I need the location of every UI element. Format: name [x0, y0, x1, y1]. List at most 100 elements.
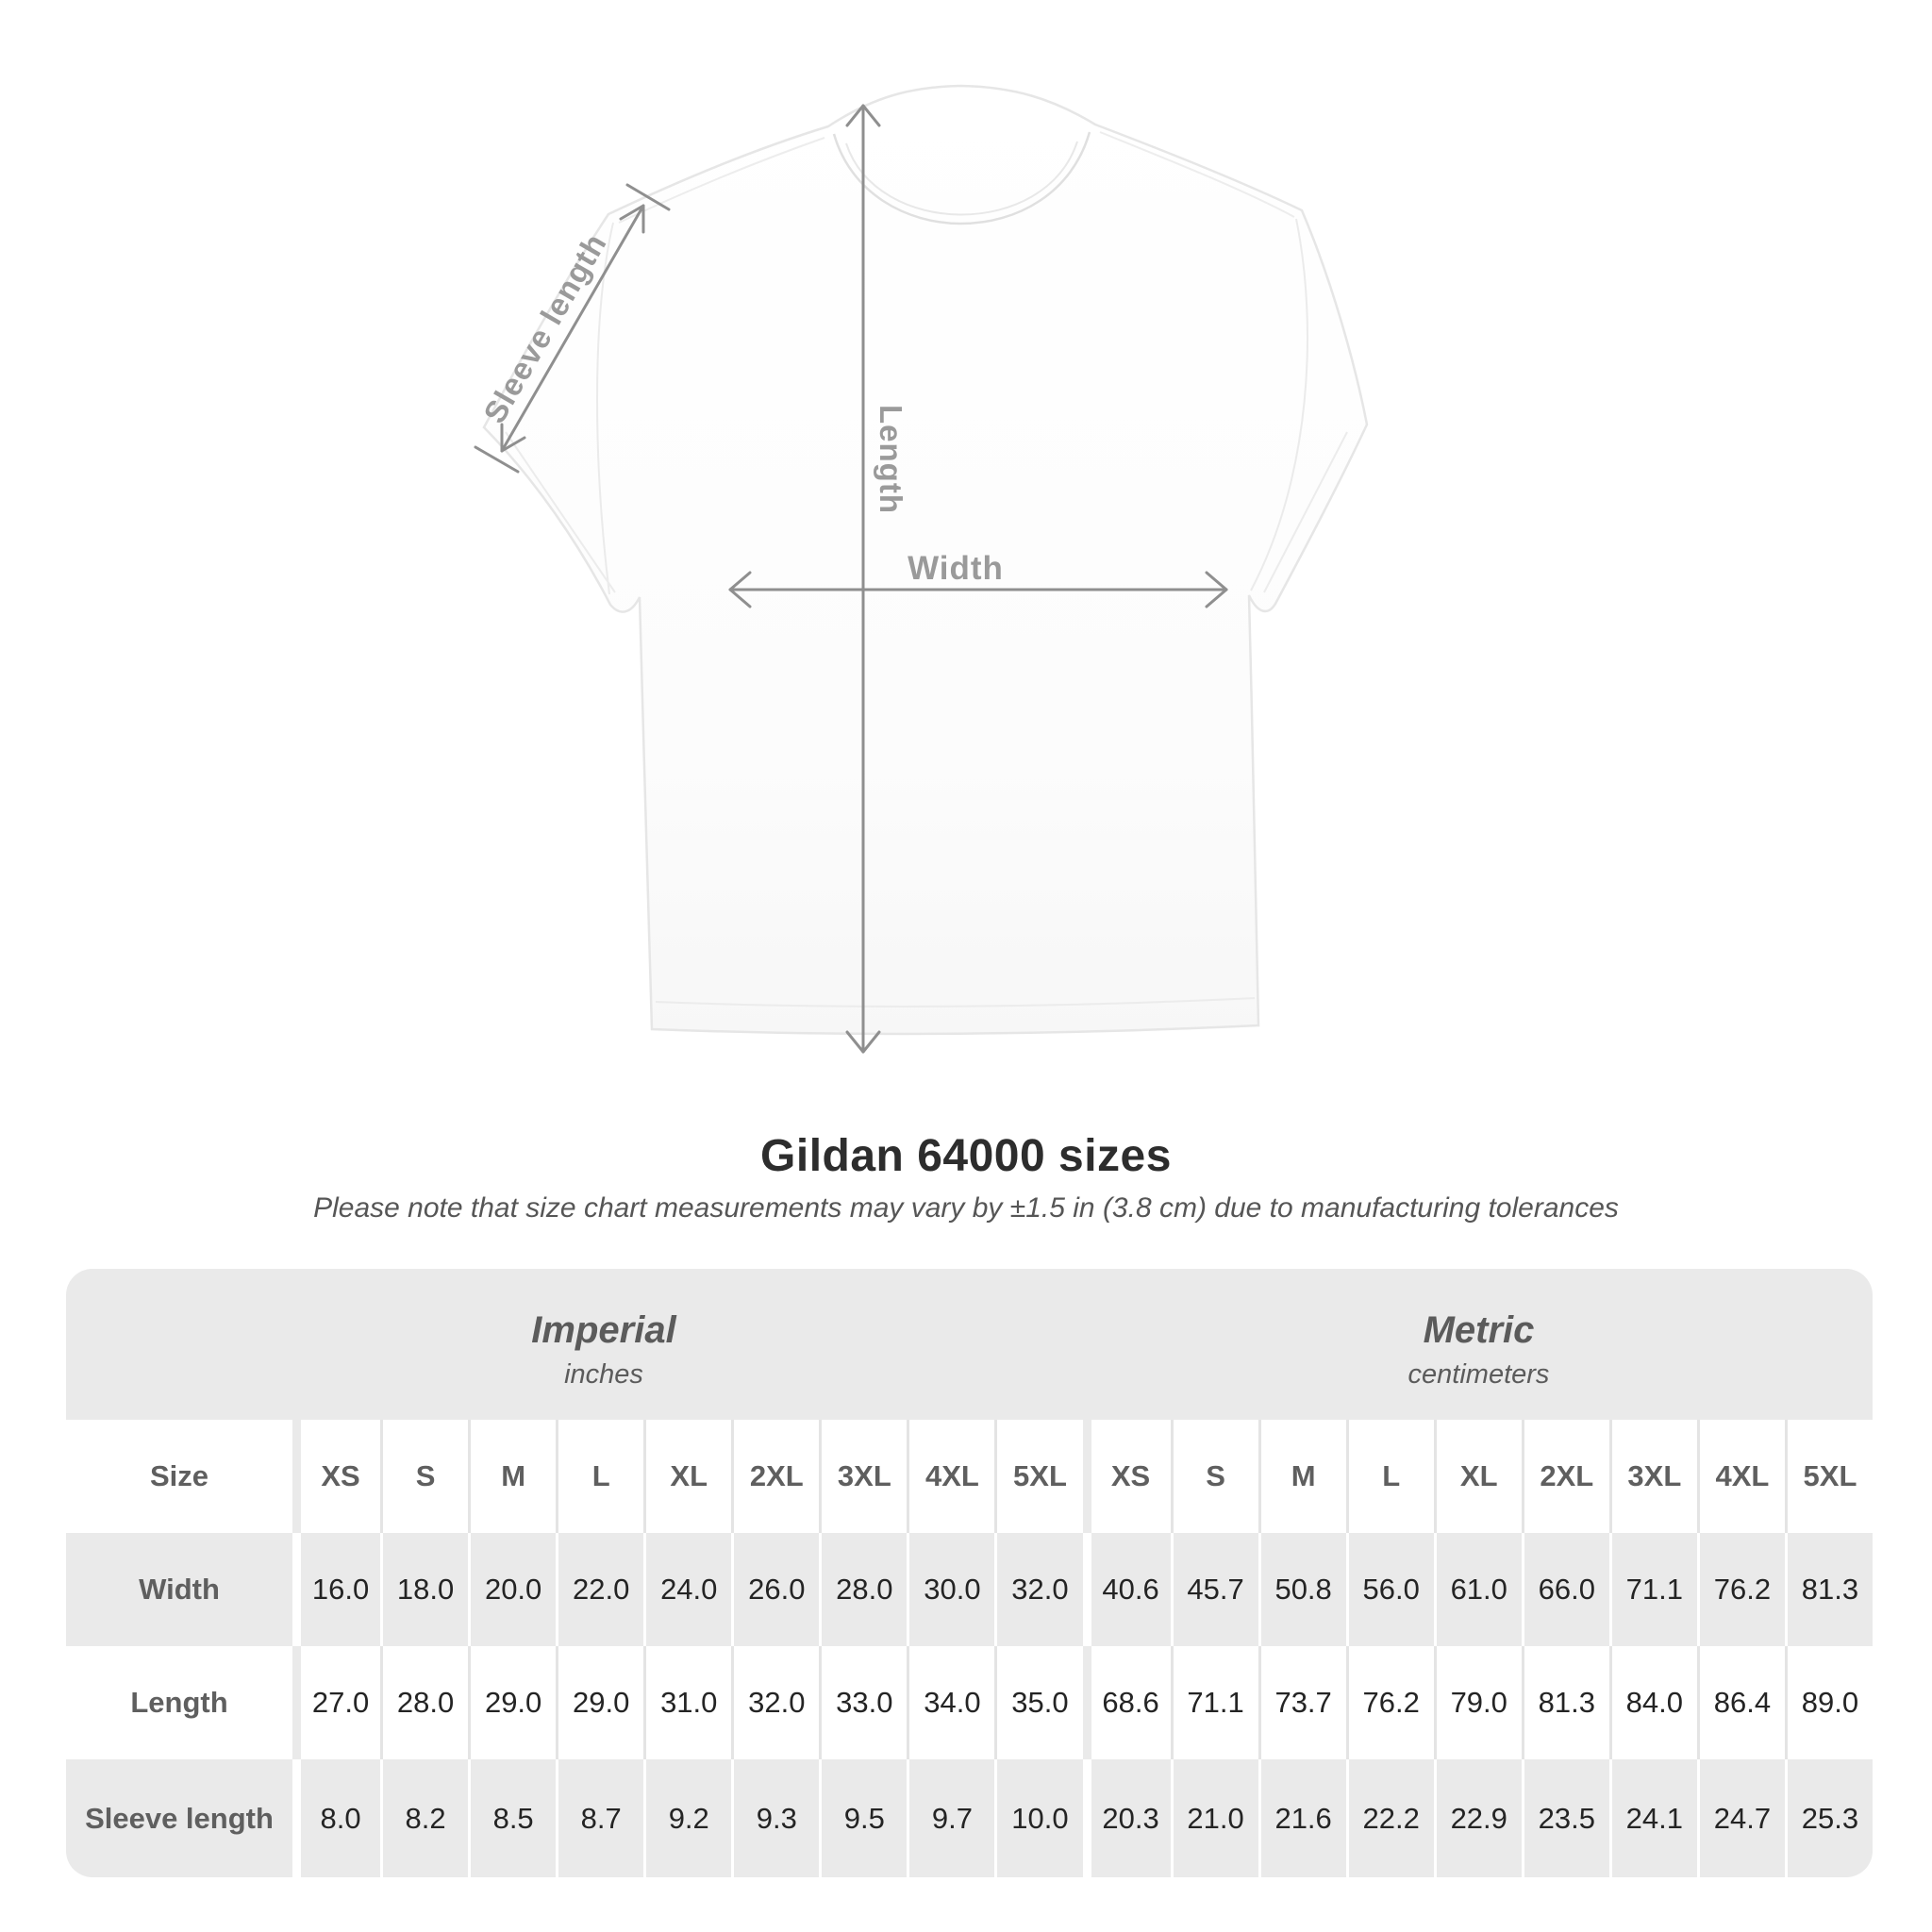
length-label: Length [874, 405, 908, 514]
size-col-header-imperial-4xl: 4XL [907, 1420, 994, 1533]
measurement-value-metric: 24.7 [1696, 1759, 1785, 1877]
width-arrowhead-left [728, 571, 752, 608]
tshirt-body [482, 84, 1369, 1036]
sleeve-arrowhead-bottom [500, 423, 526, 453]
measurement-value-metric: 76.2 [1696, 1533, 1785, 1646]
measurement-value-imperial: 28.0 [380, 1646, 468, 1759]
measurement-row-width: Width 16.0 18.0 20.0 22.0 24.0 26.0 28.0 30.0 32.… [66, 1533, 1873, 1646]
measurement-value-imperial: 8.5 [468, 1759, 556, 1877]
measurement-value-imperial: 24.0 [643, 1533, 731, 1646]
width-label: Width [908, 550, 1004, 587]
measurement-value-metric: 71.1 [1608, 1533, 1697, 1646]
measurement-row-label: Length [130, 1686, 228, 1719]
measurement-value-imperial: 8.2 [380, 1759, 468, 1877]
sleeve-end-tick-top [625, 183, 671, 211]
measurement-value-imperial: 9.3 [731, 1759, 819, 1877]
size-col-header-metric-4xl: 4XL [1696, 1420, 1785, 1533]
measurement-value-metric: 76.2 [1345, 1646, 1434, 1759]
measurement-value-imperial: 9.7 [907, 1759, 994, 1877]
measurement-value-imperial: 32.0 [994, 1533, 1082, 1646]
imperial-group-unit: inches [564, 1359, 643, 1390]
size-col-header-imperial-m: M [468, 1420, 556, 1533]
size-col-header-imperial-l: L [556, 1420, 643, 1533]
measurement-value-metric: 22.9 [1433, 1759, 1522, 1877]
size-col-header-metric-2xl: 2XL [1521, 1420, 1609, 1533]
sleeve-end-tick-bottom [474, 445, 520, 474]
size-header-cell: Size [149, 1459, 209, 1492]
measurement-value-imperial: 29.0 [468, 1646, 556, 1759]
measurement-value-imperial: 34.0 [907, 1646, 994, 1759]
size-col-header-metric-s: S [1170, 1420, 1258, 1533]
size-table-rows: Size XS S M L XL 2XL 3XL 4XL 5XL XS S M L XL 2XL 3XL 4XL 5… [66, 1420, 1873, 1877]
measurement-row-label: Sleeve length [85, 1801, 274, 1835]
measurement-value-metric: 24.1 [1608, 1759, 1697, 1877]
measurement-arrows [474, 104, 1228, 1054]
size-col-header-imperial-s: S [380, 1420, 468, 1533]
measurement-row-label: Width [139, 1573, 220, 1606]
measurement-value-metric: 81.3 [1784, 1533, 1873, 1646]
size-col-header-metric-3xl: 3XL [1608, 1420, 1697, 1533]
measurement-value-imperial: 28.0 [819, 1533, 907, 1646]
measurement-value-metric: 61.0 [1433, 1533, 1522, 1646]
measurement-value-metric: 66.0 [1521, 1533, 1609, 1646]
size-col-header-imperial-3xl: 3XL [819, 1420, 907, 1533]
tshirt-diagram: Sleeve length Length Width [474, 84, 1369, 1054]
measurement-value-imperial: 8.0 [292, 1759, 380, 1877]
measurement-value-metric: 86.4 [1696, 1646, 1785, 1759]
measurement-value-metric: 22.2 [1345, 1759, 1434, 1877]
measurement-value-metric: 25.3 [1784, 1759, 1873, 1877]
measurement-value-metric: 81.3 [1521, 1646, 1609, 1759]
sleeve-arrow-line [500, 204, 645, 453]
size-col-header-imperial-xl: XL [643, 1420, 731, 1533]
page-title: Gildan 64000 sizes [760, 1131, 1172, 1181]
size-col-header-metric-xl: XL [1433, 1420, 1522, 1533]
size-col-header-imperial-5xl: 5XL [994, 1420, 1082, 1533]
measurement-row-length: Length 27.0 28.0 29.0 29.0 31.0 32.0 33.0 34.0 35… [66, 1646, 1873, 1759]
size-col-header-imperial-xs: XS [292, 1420, 380, 1533]
metric-group-unit: centimeters [1407, 1359, 1550, 1390]
metric-group-header: Metric centimeters [1085, 1269, 1873, 1420]
metric-group-label: Metric [1423, 1309, 1535, 1351]
measurement-value-metric: 50.8 [1257, 1533, 1346, 1646]
measurement-value-imperial: 32.0 [731, 1646, 819, 1759]
measurement-value-metric: 56.0 [1345, 1533, 1434, 1646]
length-arrowhead-top [845, 104, 881, 127]
measurement-value-imperial: 8.7 [556, 1759, 643, 1877]
measurement-value-imperial: 35.0 [994, 1646, 1082, 1759]
imperial-group-header: Imperial inches [66, 1269, 1085, 1420]
size-col-header-metric-5xl: 5XL [1784, 1420, 1873, 1533]
measurement-value-imperial: 18.0 [380, 1533, 468, 1646]
measurement-value-imperial: 22.0 [556, 1533, 643, 1646]
measurement-value-imperial: 16.0 [292, 1533, 380, 1646]
measurement-value-imperial: 9.2 [643, 1759, 731, 1877]
measurement-value-imperial: 31.0 [643, 1646, 731, 1759]
size-col-header-metric-xs: XS [1082, 1420, 1171, 1533]
measurement-value-metric: 45.7 [1170, 1533, 1258, 1646]
unit-group-row: Imperial inches Metric centimeters [66, 1269, 1873, 1420]
measurement-value-metric: 40.6 [1082, 1533, 1171, 1646]
size-col-header-metric-l: L [1345, 1420, 1434, 1533]
measurement-value-metric: 84.0 [1608, 1646, 1697, 1759]
size-col-header-metric-m: M [1257, 1420, 1346, 1533]
measurement-row-sleeve-length: Sleeve length 8.0 8.2 8.5 8.7 9.2 9.3 9.5 9.7 10.… [66, 1759, 1873, 1877]
measurement-value-metric: 71.1 [1170, 1646, 1258, 1759]
sleeve-arrowhead-top [619, 204, 645, 234]
length-arrowhead-bottom [845, 1030, 881, 1054]
measurement-value-imperial: 33.0 [819, 1646, 907, 1759]
measurement-value-imperial: 9.5 [819, 1759, 907, 1877]
size-col-header-imperial-2xl: 2XL [731, 1420, 819, 1533]
tolerance-note: Please note that size chart measurements… [313, 1192, 1619, 1224]
measurement-value-imperial: 10.0 [994, 1759, 1082, 1877]
measurement-value-imperial: 30.0 [907, 1533, 994, 1646]
measurement-value-metric: 73.7 [1257, 1646, 1346, 1759]
measurement-value-metric: 21.0 [1170, 1759, 1258, 1877]
measurement-value-metric: 21.6 [1257, 1759, 1346, 1877]
measurement-value-metric: 23.5 [1521, 1759, 1609, 1877]
measurement-value-imperial: 26.0 [731, 1533, 819, 1646]
measurement-value-metric: 89.0 [1784, 1646, 1873, 1759]
measurement-value-metric: 68.6 [1082, 1646, 1171, 1759]
width-arrowhead-right [1205, 571, 1228, 608]
measurement-value-metric: 20.3 [1082, 1759, 1171, 1877]
tshirt-illustration [474, 84, 1369, 1054]
